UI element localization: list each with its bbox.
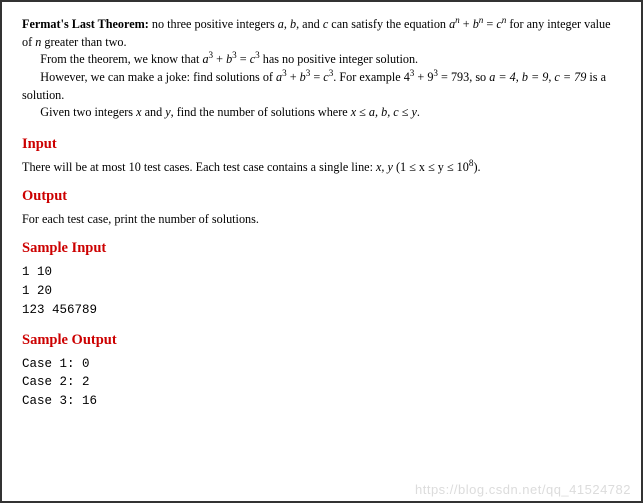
theorem-statement: Fermat's Last Theorem: no three positive… xyxy=(22,16,621,51)
paragraph-2: From the theorem, we know that a3 + b3 =… xyxy=(22,51,621,69)
input-description: There will be at most 10 test cases. Eac… xyxy=(22,159,621,176)
theorem-label: Fermat's Last Theorem: xyxy=(22,17,149,31)
sample-output-heading: Sample Output xyxy=(22,332,621,349)
watermark-text: https://blog.csdn.net/qq_41524782 xyxy=(415,482,631,497)
paragraph-3: However, we can make a joke: find soluti… xyxy=(22,69,621,104)
input-heading: Input xyxy=(22,136,621,153)
output-description: For each test case, print the number of … xyxy=(22,211,621,228)
sample-input-block: 1 10 1 20 123 456789 xyxy=(22,263,621,319)
sample-input-heading: Sample Input xyxy=(22,240,621,257)
output-heading: Output xyxy=(22,188,621,205)
problem-page: Fermat's Last Theorem: no three positive… xyxy=(0,0,643,503)
problem-intro: Fermat's Last Theorem: no three positive… xyxy=(22,16,621,122)
paragraph-4: Given two integers x and y, find the num… xyxy=(22,104,621,122)
sample-output-block: Case 1: 0 Case 2: 2 Case 3: 16 xyxy=(22,355,621,411)
